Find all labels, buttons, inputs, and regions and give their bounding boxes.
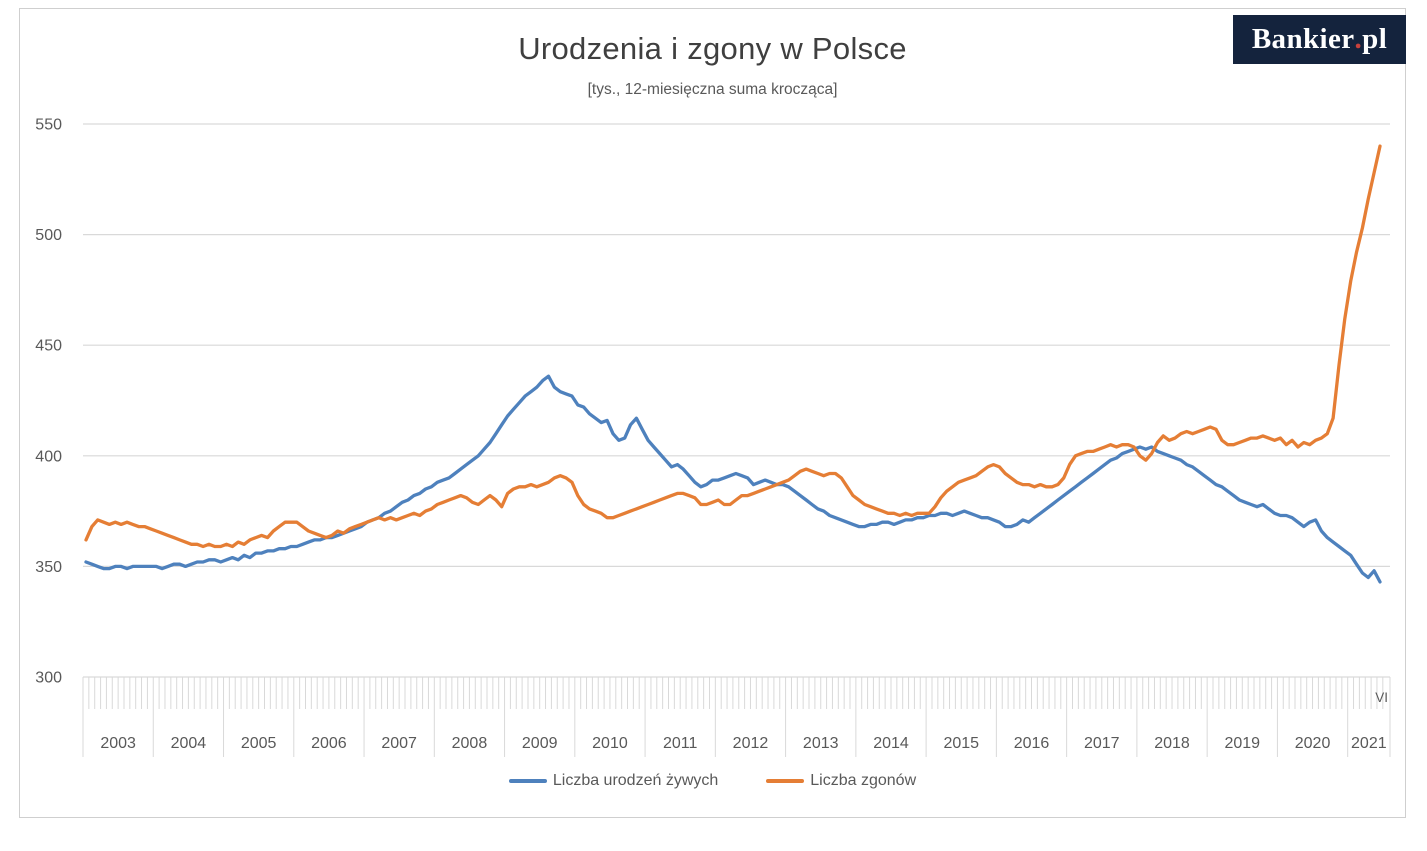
x-year-label-2017: 2017 bbox=[1084, 735, 1120, 752]
logo-text-main: Bankier bbox=[1251, 23, 1355, 55]
x-year-label-2010: 2010 bbox=[592, 735, 628, 752]
chart-legend: Liczba urodzeń żywych Liczba zgonów bbox=[20, 772, 1405, 790]
last-point-month-label: VI bbox=[1375, 690, 1388, 705]
births-line bbox=[84, 374, 1382, 584]
deaths-line bbox=[84, 144, 1382, 549]
y-tick-label-500: 500 bbox=[35, 227, 62, 244]
x-year-label-2016: 2016 bbox=[1014, 735, 1050, 752]
x-year-label-2012: 2012 bbox=[733, 735, 769, 752]
chart-card: Urodzenia i zgony w Polsce [tys., 12-mie… bbox=[19, 8, 1406, 818]
y-tick-label-350: 350 bbox=[35, 559, 62, 576]
x-year-label-2018: 2018 bbox=[1154, 735, 1190, 752]
x-year-label-2005: 2005 bbox=[241, 735, 277, 752]
x-year-label-2004: 2004 bbox=[171, 735, 207, 752]
x-year-label-2008: 2008 bbox=[452, 735, 488, 752]
legend-item-deaths: Liczba zgonów bbox=[766, 772, 916, 790]
y-tick-label-450: 450 bbox=[35, 338, 62, 355]
legend-label-deaths: Liczba zgonów bbox=[810, 772, 917, 789]
x-year-label-2019: 2019 bbox=[1224, 735, 1260, 752]
logo-dot: . bbox=[1354, 23, 1363, 55]
legend-label-births: Liczba urodzeń żywych bbox=[552, 772, 719, 789]
x-year-label-2007: 2007 bbox=[381, 735, 417, 752]
x-year-label-2011: 2011 bbox=[663, 735, 698, 752]
legend-item-births: Liczba urodzeń żywych bbox=[508, 772, 719, 790]
x-year-label-2014: 2014 bbox=[873, 735, 909, 752]
chart-title: Urodzenia i zgony w Polsce bbox=[518, 31, 907, 66]
legend-swatch-deaths bbox=[766, 779, 805, 783]
x-year-label-2020: 2020 bbox=[1295, 735, 1331, 752]
legend-swatch-births bbox=[508, 779, 547, 783]
x-year-label-2021: 2021 bbox=[1351, 735, 1387, 752]
bankier-logo: Bankier. pl bbox=[1233, 15, 1406, 64]
y-tick-label-550: 550 bbox=[35, 117, 62, 134]
y-tick-label-300: 300 bbox=[35, 670, 62, 687]
x-year-label-2003: 2003 bbox=[100, 735, 136, 752]
chart-subtitle: [tys., 12-miesięczna suma krocząca] bbox=[587, 81, 838, 98]
x-year-label-2013: 2013 bbox=[803, 735, 839, 752]
y-tick-label-400: 400 bbox=[35, 448, 62, 465]
x-year-label-2006: 2006 bbox=[311, 735, 347, 752]
x-year-label-2009: 2009 bbox=[522, 735, 558, 752]
x-year-label-2015: 2015 bbox=[943, 735, 979, 752]
logo-text-suffix: pl bbox=[1362, 23, 1388, 55]
